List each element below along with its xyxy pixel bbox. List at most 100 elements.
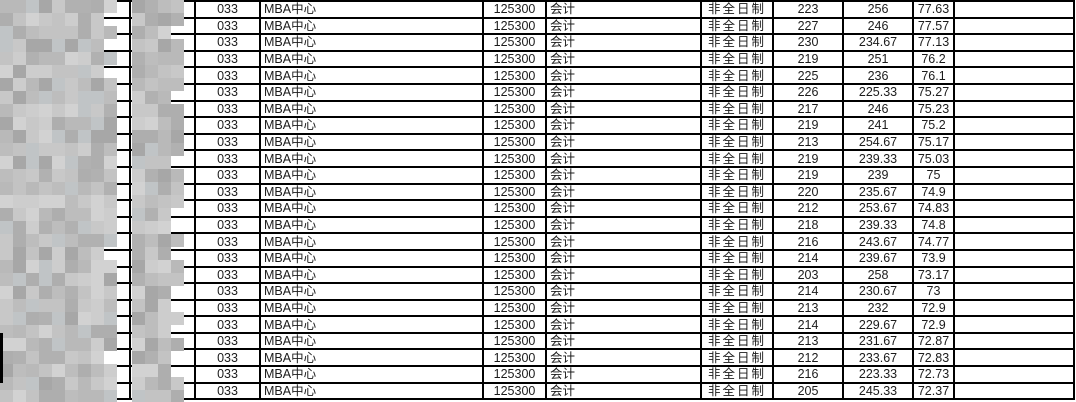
mosaic-pixel <box>91 65 104 78</box>
cell-dept-code: 033 <box>194 116 261 135</box>
mosaic-pixel <box>145 312 158 325</box>
cell-dept-code: 033 <box>194 248 261 268</box>
mosaic-pixel <box>13 377 26 390</box>
mosaic-pixel <box>26 273 39 286</box>
mosaic-pixel <box>65 26 78 39</box>
cell-score-b: 239.67 <box>842 248 914 268</box>
cell-dept-code: 033 <box>194 82 261 102</box>
mosaic-pixel <box>52 390 65 402</box>
mosaic-pixel <box>26 377 39 390</box>
mosaic-pixel <box>158 26 171 39</box>
mosaic-pixel <box>104 117 117 130</box>
mosaic-pixel <box>104 0 117 13</box>
mosaic-pixel <box>158 13 171 26</box>
cell-score-b: 258 <box>842 265 914 285</box>
mosaic-pixel <box>78 65 91 78</box>
mosaic-pixel <box>104 78 117 91</box>
mosaic-pixel <box>158 208 171 221</box>
cell-study-type: 非全日制 <box>700 232 774 251</box>
cell-empty <box>953 116 1075 135</box>
cell-major-code: 125300 <box>482 348 547 368</box>
mosaic-pixel <box>132 338 145 351</box>
mosaic-pixel <box>65 338 78 351</box>
mosaic-pixel <box>39 13 52 26</box>
mosaic-pixel <box>13 195 26 208</box>
mosaic-pixel <box>158 247 171 260</box>
mosaic-pixel <box>52 377 65 390</box>
mosaic-pixel <box>52 143 65 156</box>
mosaic-pixel <box>52 26 65 39</box>
mosaic-pixel <box>91 156 104 169</box>
cell-dept-code: 033 <box>194 16 261 36</box>
cell-major-code: 125300 <box>482 33 547 52</box>
mosaic-pixel <box>0 234 13 247</box>
cell-study-type: 非全日制 <box>700 199 774 218</box>
cell-score-a: 219 <box>772 116 844 135</box>
mosaic-pixel <box>65 260 78 273</box>
cell-score-a: 214 <box>772 248 844 268</box>
mosaic-pixel <box>132 65 145 78</box>
mosaic-pixel <box>132 52 145 65</box>
mosaic-pixel <box>104 325 117 338</box>
cell-score-b: 235.67 <box>842 182 914 202</box>
cell-study-type: 非全日制 <box>700 165 774 185</box>
cell-dept-code: 033 <box>194 282 261 301</box>
mosaic-pixel <box>0 169 13 182</box>
mosaic-pixel <box>13 39 26 52</box>
cell-dept-name: MBA中心 <box>259 199 484 218</box>
cell-major-code: 125300 <box>482 66 547 85</box>
mosaic-pixel <box>39 338 52 351</box>
mosaic-pixel <box>26 234 39 247</box>
mosaic-pixel <box>104 91 117 104</box>
cell-empty <box>953 365 1075 384</box>
mosaic-pixel <box>13 208 26 221</box>
mosaic-pixel <box>145 169 158 182</box>
mosaic-pixel <box>145 390 158 402</box>
mosaic-pixel <box>0 52 13 65</box>
cell-major-name: 会计 <box>545 132 702 152</box>
mosaic-pixel <box>158 104 171 117</box>
mosaic-pixel <box>13 104 26 117</box>
mosaic-pixel <box>171 78 184 91</box>
cell-empty <box>953 66 1075 85</box>
cell-dept-code: 033 <box>194 232 261 251</box>
mosaic-pixel <box>145 377 158 390</box>
mosaic-pixel <box>26 182 39 195</box>
mosaic-pixel <box>171 390 184 402</box>
mosaic-pixel <box>26 195 39 208</box>
mosaic-pixel <box>132 78 145 91</box>
cell-study-type: 非全日制 <box>700 331 774 351</box>
mosaic-pixel <box>78 221 91 234</box>
mosaic-pixel <box>145 104 158 117</box>
cell-empty <box>953 165 1075 185</box>
mosaic-pixel <box>52 351 65 364</box>
mosaic-pixel <box>158 130 171 143</box>
mosaic-pixel <box>65 13 78 26</box>
mosaic-pixel <box>52 273 65 286</box>
mosaic-pixel <box>65 104 78 117</box>
cell-major-name: 会计 <box>545 298 702 318</box>
mosaic-pixel <box>91 312 104 325</box>
mosaic-pixel <box>0 182 13 195</box>
mosaic-pixel <box>132 91 145 104</box>
mosaic-pixel <box>158 169 171 182</box>
mosaic-pixel <box>65 65 78 78</box>
cell-empty <box>953 282 1075 301</box>
mosaic-pixel <box>132 208 145 221</box>
mosaic-pixel <box>52 260 65 273</box>
mosaic-pixel <box>13 169 26 182</box>
cell-major-name: 会计 <box>545 265 702 285</box>
cell-score-b: 225.33 <box>842 82 914 102</box>
mosaic-pixel <box>65 351 78 364</box>
cell-major-name: 会计 <box>545 33 702 52</box>
cell-dept-code: 033 <box>194 265 261 285</box>
mosaic-pixel <box>26 156 39 169</box>
mosaic-pixel <box>132 234 145 247</box>
mosaic-pixel <box>39 377 52 390</box>
mosaic-pixel <box>158 156 171 169</box>
cell-score-a: 212 <box>772 199 844 218</box>
mosaic-pixel <box>52 169 65 182</box>
cell-score-b: 254.67 <box>842 132 914 152</box>
mosaic-pixel <box>104 169 117 182</box>
mosaic-pixel <box>132 260 145 273</box>
